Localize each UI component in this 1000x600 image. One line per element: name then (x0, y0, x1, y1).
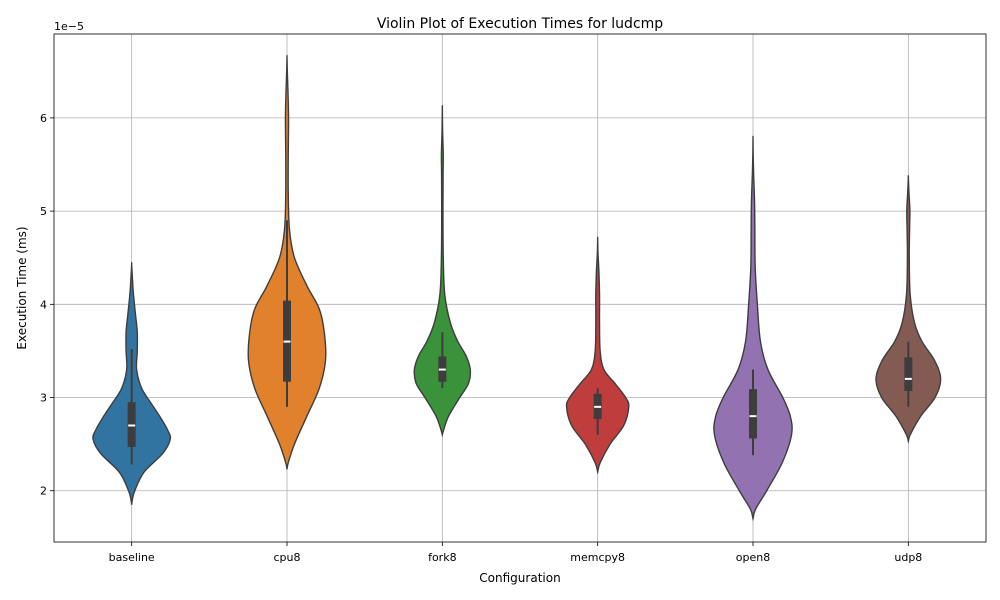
violin-cpu8 (247, 54, 327, 470)
y-tick-label: 2 (40, 485, 47, 498)
y-axis-label: Execution Time (ms) (15, 226, 29, 349)
violin-box (904, 357, 913, 391)
violin-udp8 (875, 174, 942, 444)
y-tick-label: 3 (40, 392, 47, 405)
plot-frame (53, 33, 987, 543)
y-tick-label: 5 (40, 205, 47, 218)
x-tick-label: udp8 (894, 551, 922, 564)
x-tick-label: baseline (109, 551, 155, 564)
grid-lines (54, 34, 986, 542)
violin-fork8 (413, 104, 472, 438)
x-tick-label: memcpy8 (570, 551, 625, 564)
violin-body (713, 135, 793, 522)
y-tick-label: 6 (40, 112, 47, 125)
x-tick-label: cpu8 (273, 551, 300, 564)
y-axis: 2 3 4 5 6 (40, 112, 54, 498)
x-axis-label: Configuration (479, 571, 560, 585)
violin-series (92, 54, 942, 522)
violin-box (749, 389, 757, 439)
x-tick-label: fork8 (428, 551, 457, 564)
violin-baseline (92, 262, 172, 505)
y-offset-label: 1e−5 (54, 20, 84, 33)
violin-body (413, 104, 472, 438)
violin-body (875, 174, 942, 444)
violin-open8 (713, 135, 793, 522)
violin-memcpy8 (565, 236, 630, 475)
x-tick-label: open8 (736, 551, 770, 564)
violin-body (565, 236, 630, 475)
y-tick-label: 4 (40, 298, 47, 311)
x-axis: baseline cpu8 fork8 memcpy8 open8 udp8 (109, 542, 922, 564)
chart-title: Violin Plot of Execution Times for ludcm… (377, 16, 663, 32)
